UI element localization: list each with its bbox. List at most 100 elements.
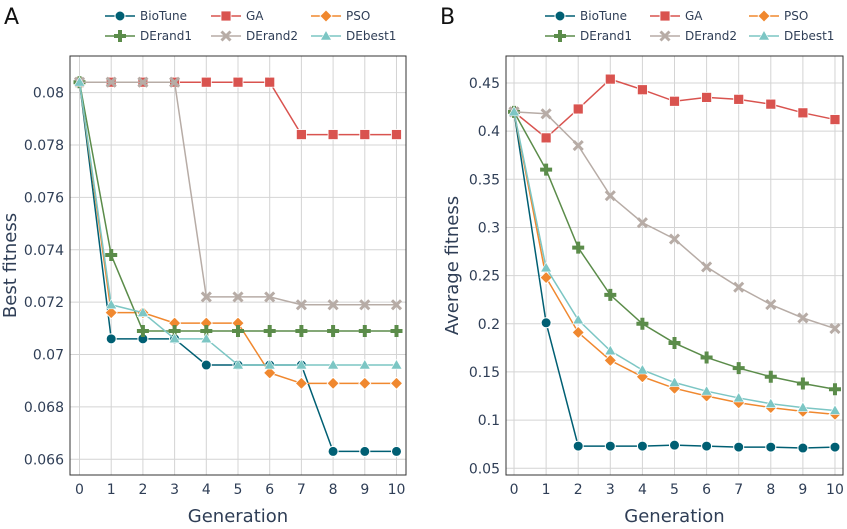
y-tick-label: 0.45 — [469, 76, 500, 92]
legend-item-biotune: BioTune — [105, 9, 187, 23]
data-point-biotune — [572, 440, 584, 452]
panel-b: B 0 1 2 3 4 5 6 7 8 9 10 0.05 0.1 0.15 0.2 0.25 0.3 0.35 0.… — [440, 5, 844, 527]
x-tick-label: 3 — [170, 482, 179, 498]
x-tick-label: 5 — [670, 482, 679, 498]
data-point-derand2 — [636, 217, 648, 229]
legend-label: PSO — [346, 9, 370, 23]
data-point-biotune — [540, 317, 552, 329]
legend-label: GA — [685, 9, 703, 23]
data-point-ga — [200, 76, 212, 88]
legend-marker — [757, 29, 771, 41]
y-tick-label: 0.076 — [24, 190, 64, 206]
legend-marker — [757, 9, 771, 23]
data-point-ga — [797, 107, 809, 119]
data-point-debest1 — [540, 261, 553, 273]
x-tick-label: 6 — [265, 482, 274, 498]
data-point-debest1 — [732, 391, 745, 403]
data-point-derand2 — [733, 281, 745, 293]
x-tick-label: 0 — [75, 482, 84, 498]
data-point-derand1 — [572, 241, 585, 254]
data-point-debest1 — [136, 306, 149, 317]
y-tick-label: 0.3 — [478, 220, 500, 236]
data-point-ga — [733, 93, 745, 105]
data-point-derand2 — [200, 291, 212, 303]
data-point-derand1 — [732, 362, 745, 375]
x-tick-label: 7 — [297, 482, 306, 498]
data-point-derand1 — [540, 163, 553, 176]
data-point-derand2 — [540, 108, 552, 120]
data-point-debest1 — [168, 332, 181, 344]
legend-label: DErand2 — [685, 29, 737, 43]
x-tick-label: 9 — [360, 482, 369, 498]
x-axis-title: Generation — [188, 506, 288, 525]
legend-item-pso: PSO — [311, 9, 370, 23]
data-point-biotune — [390, 445, 402, 457]
plot-frame — [505, 55, 844, 476]
legend-marker — [319, 29, 333, 41]
data-point-derand2 — [232, 291, 244, 303]
legend-item-derand1: DErand1 — [545, 29, 632, 43]
data-point-debest1 — [358, 358, 371, 370]
series-pso — [72, 75, 404, 390]
data-point-ga — [295, 129, 307, 140]
data-point-derand2 — [169, 76, 181, 88]
data-point-derand2 — [701, 261, 713, 273]
data-point-derand1 — [796, 377, 809, 390]
x-tick-label: 4 — [202, 482, 211, 498]
legend-item-debest1: DEbest1 — [749, 29, 834, 43]
data-point-debest1 — [636, 363, 649, 375]
y-tick-label: 0.4 — [478, 124, 500, 140]
data-point-derand1 — [700, 351, 713, 364]
x-tick-label: 10 — [826, 482, 844, 498]
data-point-derand1 — [390, 324, 403, 337]
y-tick-label: 0.35 — [469, 172, 500, 188]
x-tick-label: 8 — [329, 482, 338, 498]
data-point-biotune — [829, 441, 841, 453]
data-point-derand1 — [232, 324, 244, 337]
legend-label: DEbest1 — [346, 29, 396, 43]
x-tick-label: 8 — [766, 482, 775, 498]
y-tick-label: 0.07 — [33, 348, 64, 364]
y-tick-label: 0.15 — [469, 365, 500, 381]
legend-marker — [114, 30, 126, 42]
x-tick-label: 10 — [388, 482, 406, 498]
data-point-derand1 — [764, 370, 777, 383]
data-point-debest1 — [390, 358, 403, 370]
data-point-derand2 — [105, 76, 117, 88]
data-point-ga — [264, 76, 276, 88]
data-point-pso — [571, 325, 585, 340]
y-tick-label: 0.05 — [469, 461, 500, 477]
data-point-biotune — [669, 439, 680, 451]
data-point-debest1 — [200, 332, 213, 344]
data-point-derand2 — [137, 76, 149, 88]
x-tick-label: 5 — [234, 482, 243, 498]
legend-marker — [554, 10, 566, 22]
y-tick-label: 0.25 — [469, 269, 500, 285]
legend-label: BioTune — [140, 9, 187, 23]
data-point-debest1 — [295, 358, 308, 370]
legend-item-ga: GA — [650, 9, 703, 23]
data-point-biotune — [359, 445, 371, 457]
data-point-ga — [637, 84, 648, 96]
data-point-derand1 — [263, 324, 276, 337]
data-point-debest1 — [700, 385, 713, 396]
data-point-debest1 — [764, 397, 777, 409]
series-debest1 — [73, 76, 403, 370]
data-point-derand1 — [327, 324, 340, 337]
data-point-ga — [359, 129, 371, 140]
data-point-ga — [391, 129, 402, 140]
x-tick-label: 0 — [510, 482, 519, 498]
legend-marker — [319, 9, 333, 23]
legend-marker — [220, 30, 232, 42]
data-point-biotune — [765, 441, 777, 453]
legend-marker — [554, 30, 566, 42]
y-tick-label: 0.066 — [24, 452, 64, 468]
data-point-derand1 — [136, 324, 149, 337]
data-point-debest1 — [263, 358, 276, 370]
data-point-debest1 — [572, 313, 585, 325]
data-point-debest1 — [796, 401, 809, 412]
data-point-pso — [326, 376, 340, 390]
series-derand2 — [508, 106, 841, 335]
data-point-derand2 — [359, 299, 371, 311]
data-point-derand2 — [797, 312, 809, 324]
